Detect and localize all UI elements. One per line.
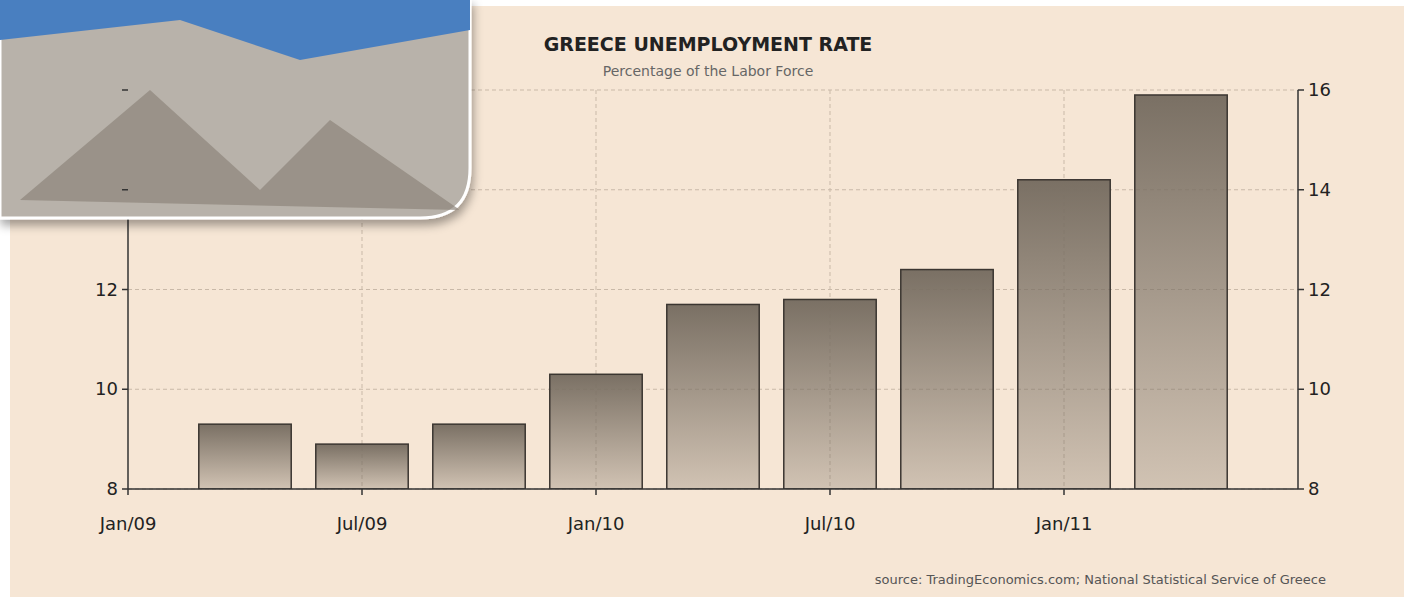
source-note: source: TradingEconomics.com; National S… [875,572,1326,587]
tick [122,189,128,191]
tick [1298,289,1304,291]
title: GREECE UNEMPLOYMENT RATE [544,33,873,55]
x-tick-label: Jul/10 [804,513,856,534]
grid-line [128,489,1298,490]
illustration-frame [0,0,470,218]
bar [1135,95,1227,489]
bar [550,374,642,489]
x-axis [128,488,1298,490]
illustration [0,0,470,218]
y2-tick-label: 10 [1308,378,1331,399]
tick [122,89,128,91]
illustration-rubble [20,90,460,210]
bar [784,299,876,489]
tick [595,489,597,495]
x-tick-label: Jan/10 [567,513,625,534]
tick [1063,489,1065,495]
bar [901,270,993,489]
tick [361,489,363,495]
tick [1298,488,1304,490]
tick [829,489,831,495]
y2-tick-label: 12 [1308,279,1331,300]
illustration-sky [0,0,470,60]
bar [433,424,525,489]
tick [127,489,129,495]
y2-tick-label: 16 [1308,79,1331,100]
x-tick-label: Jan/11 [1035,513,1093,534]
y2-tick-label: 8 [1308,478,1319,499]
x-tick-label: Jul/09 [336,513,388,534]
tick [122,389,128,391]
x-tick-label: Jan/09 [99,513,157,534]
tick [1298,189,1304,191]
subtitle: Percentage of the Labor Force [603,63,814,79]
y-tick-label: 12 [95,279,118,300]
tick [122,488,128,490]
grid-line [128,289,1298,290]
tick [1298,89,1304,91]
bar [199,424,291,489]
y-tick-label: 8 [107,478,118,499]
bar [1018,180,1110,489]
bar [316,444,408,489]
tick [1298,389,1304,391]
y2-tick-label: 14 [1308,179,1331,200]
bar [667,304,759,489]
tick [122,289,128,291]
y-tick-label: 10 [95,378,118,399]
